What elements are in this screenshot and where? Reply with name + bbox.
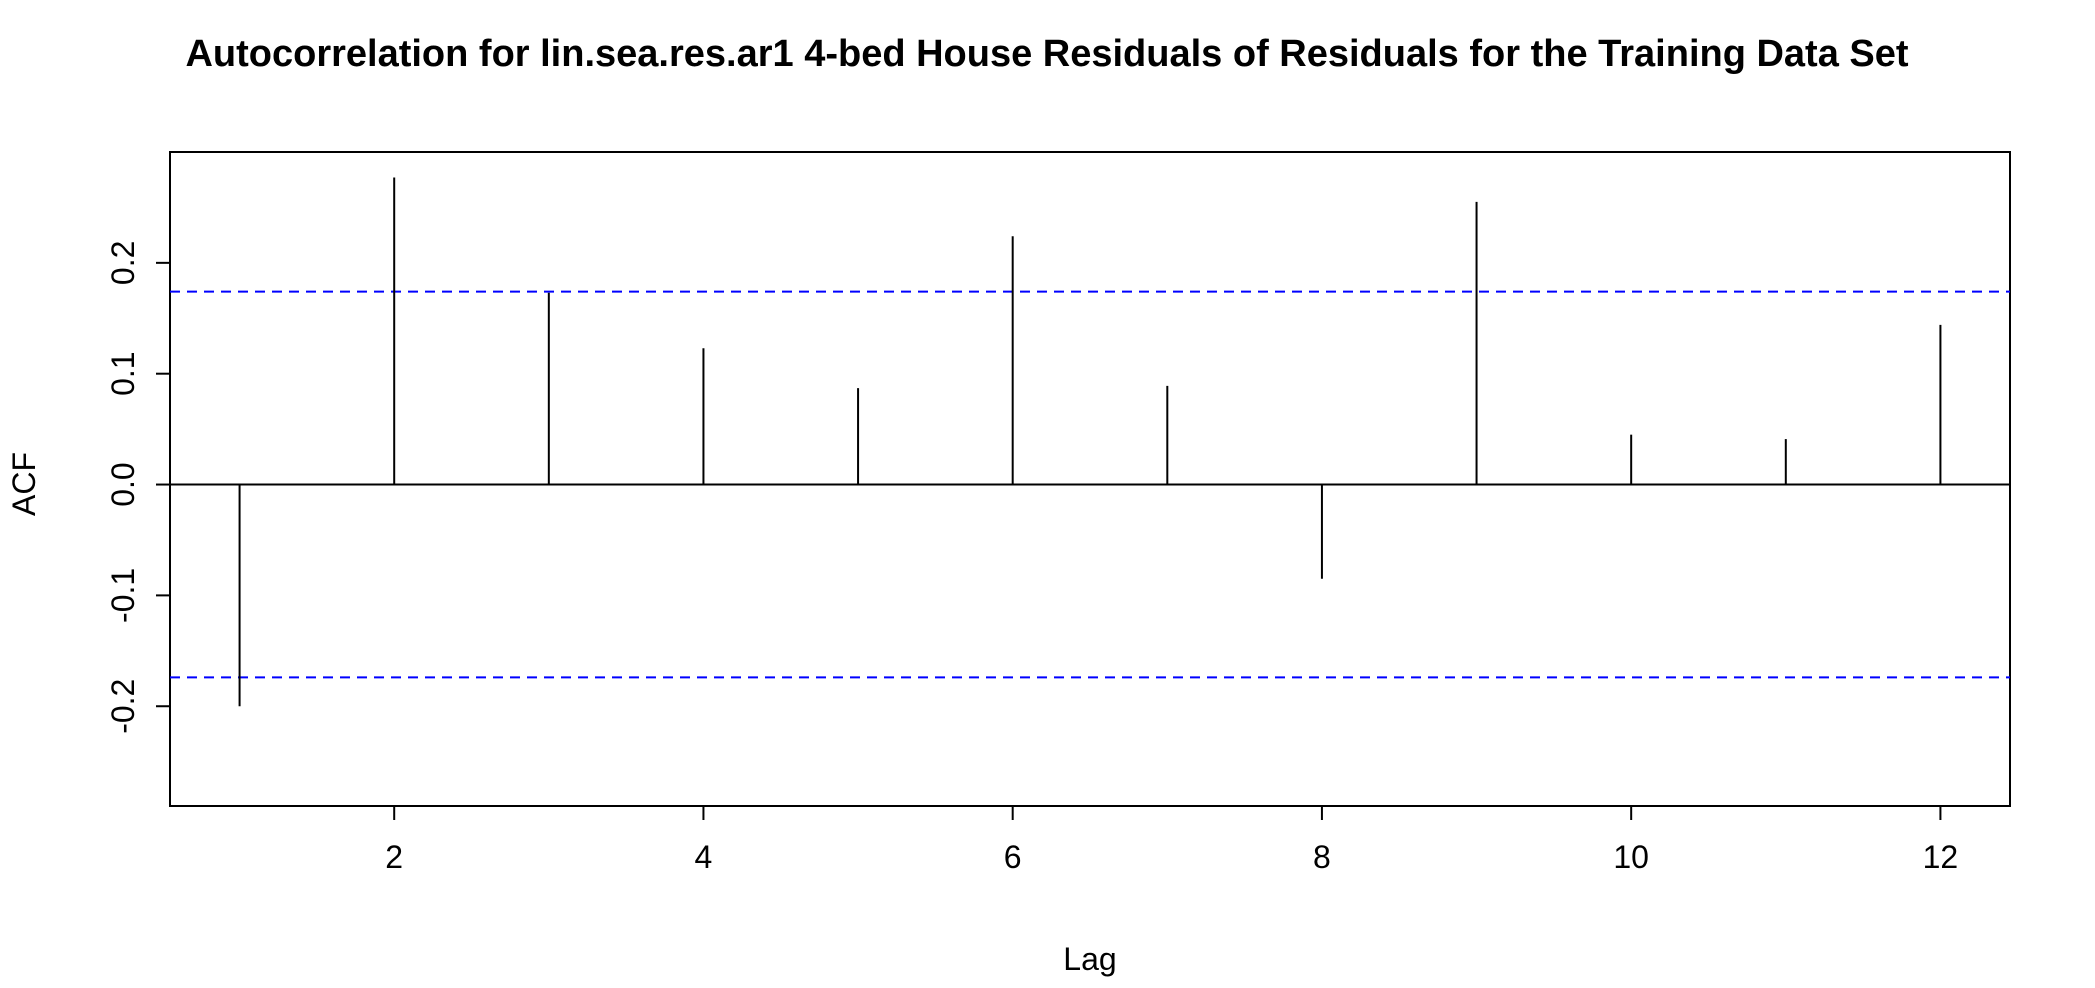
- y-tick-label: 0.0: [105, 462, 141, 506]
- y-axis: -0.2 -0.1 0.0 0.1 0.2: [105, 241, 170, 734]
- y-axis-label: ACF: [6, 452, 42, 516]
- y-tick-label: 0.2: [105, 241, 141, 285]
- y-tick-label: -0.1: [105, 568, 141, 623]
- x-tick-label: 4: [695, 839, 713, 875]
- x-axis: 2 4 6 8 10 12: [385, 806, 1958, 875]
- y-tick-label: 0.1: [105, 351, 141, 395]
- x-tick-label: 8: [1313, 839, 1331, 875]
- x-tick-label: 6: [1004, 839, 1022, 875]
- x-tick-label: 12: [1923, 839, 1959, 875]
- y-tick-label: -0.2: [105, 679, 141, 734]
- acf-stems: [238, 177, 1942, 707]
- x-tick-label: 10: [1613, 839, 1649, 875]
- x-axis-label: Lag: [1063, 941, 1116, 977]
- chart-title: Autocorrelation for lin.sea.res.ar1 4-be…: [185, 33, 1908, 75]
- confidence-bounds: [170, 290, 2010, 679]
- x-tick-label: 2: [385, 839, 403, 875]
- plot-frame: [169, 151, 2011, 807]
